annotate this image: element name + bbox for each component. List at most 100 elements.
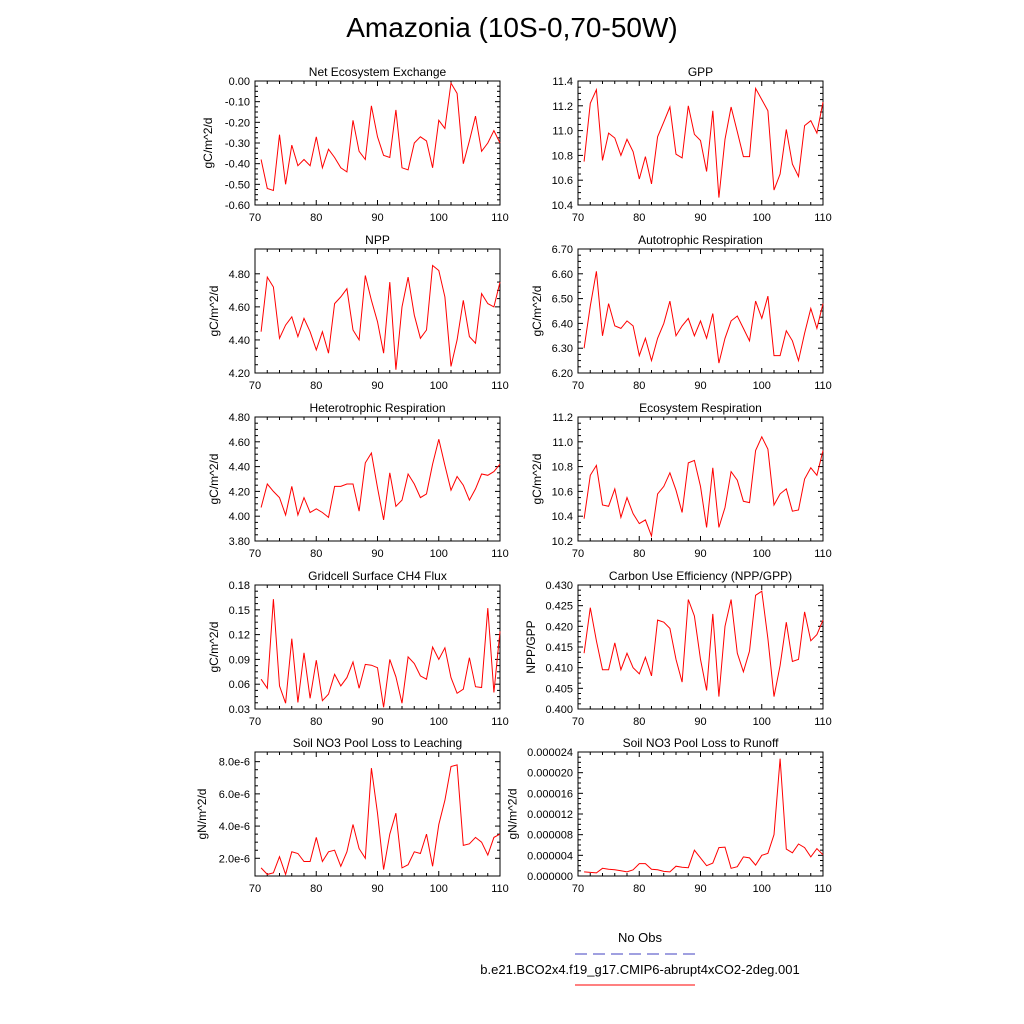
x-tick-label: 80	[310, 212, 322, 224]
x-tick-label: 100	[430, 212, 448, 224]
y-tick-label: -0.10	[225, 97, 250, 109]
y-tick-label: 0.400	[545, 704, 573, 716]
x-tick-label: 90	[371, 212, 383, 224]
y-tick-label: 0.000000	[527, 871, 573, 883]
y-tick-label: 4.60	[229, 302, 250, 314]
y-tick-label: -0.50	[225, 179, 250, 191]
y-axis-label: gC/m^2/d	[530, 454, 544, 505]
x-tick-label: 110	[814, 380, 832, 392]
x-tick-label: 70	[249, 212, 261, 224]
y-tick-label: 6.30	[552, 343, 573, 355]
x-tick-label: 70	[572, 380, 584, 392]
y-tick-label: 0.430	[545, 580, 573, 592]
series-line	[583, 271, 824, 364]
y-tick-label: 10.8	[552, 150, 573, 162]
panel-6: Ecosystem Respiration 70 80 90 100 110 10.2 10.…	[530, 401, 832, 560]
y-tick-label: 0.06	[229, 679, 250, 691]
plot-frame	[577, 248, 824, 374]
x-tick-label: 70	[249, 716, 261, 728]
y-tick-label: 0.425	[545, 601, 573, 613]
plot-frame	[254, 80, 501, 206]
legend-line-model-run	[575, 984, 695, 986]
panel-5: Heterotrophic Respiration 70 80 90 100 110 3.8…	[207, 401, 509, 560]
x-tick-label: 90	[694, 548, 706, 560]
y-tick-label: 10.4	[552, 511, 573, 523]
y-tick-label: 11.4	[552, 76, 573, 88]
panel-3: NPP 70 80 90 100 110 4.20 4.40 4.60 4.80 gC/m^2/d	[207, 233, 509, 392]
series-line	[260, 764, 501, 877]
plot-frame	[577, 584, 824, 710]
y-tick-label: 6.50	[552, 294, 573, 306]
series-line	[260, 264, 501, 370]
x-tick-label: 80	[310, 548, 322, 560]
y-tick-label: 10.4	[552, 200, 573, 212]
panel-title: Autotrophic Respiration	[638, 233, 763, 247]
y-axis-label: gC/m^2/d	[207, 286, 221, 337]
panel-title: Heterotrophic Respiration	[309, 401, 445, 415]
y-tick-label: 4.0e-6	[219, 821, 250, 833]
panel-title: Gridcell Surface CH4 Flux	[308, 569, 447, 583]
y-tick-label: 4.20	[229, 486, 250, 498]
x-tick-label: 90	[371, 548, 383, 560]
x-tick-label: 100	[430, 548, 448, 560]
x-tick-label: 100	[753, 212, 771, 224]
x-tick-label: 70	[249, 883, 261, 895]
x-tick-label: 100	[430, 883, 448, 895]
y-tick-label: 10.6	[552, 175, 573, 187]
y-tick-label: 4.80	[229, 412, 250, 424]
y-tick-label: 0.000024	[527, 747, 573, 759]
x-tick-label: 110	[814, 716, 832, 728]
x-tick-label: 90	[694, 883, 706, 895]
x-tick-label: 70	[572, 883, 584, 895]
y-tick-label: 3.80	[229, 536, 250, 548]
y-tick-label: 0.420	[545, 621, 573, 633]
x-tick-label: 100	[753, 716, 771, 728]
legend-label-no-obs: No Obs	[617, 930, 663, 945]
y-tick-label: 6.70	[552, 244, 573, 256]
x-tick-label: 80	[633, 716, 645, 728]
y-tick-label: 0.09	[229, 654, 250, 666]
series-line	[583, 590, 824, 697]
y-tick-label: 6.60	[552, 269, 573, 281]
y-tick-label: 0.15	[229, 605, 250, 617]
y-axis-label: gC/m^2/d	[201, 118, 215, 169]
y-tick-label: -0.30	[225, 138, 250, 150]
y-tick-label: 0.000016	[527, 788, 573, 800]
panel-2: GPP 70 80 90 100 110 10.4 10.6 10.8 11.0 11.2 11.4	[552, 65, 832, 224]
x-tick-label: 80	[633, 380, 645, 392]
y-tick-label: 0.405	[545, 683, 573, 695]
x-tick-label: 80	[633, 548, 645, 560]
x-tick-label: 80	[633, 212, 645, 224]
y-axis-label: gC/m^2/d	[207, 622, 221, 673]
x-tick-label: 110	[814, 548, 832, 560]
series-line	[260, 439, 501, 520]
y-tick-label: 11.2	[552, 412, 573, 424]
plot-frame	[577, 416, 824, 542]
series-line	[584, 758, 824, 874]
y-tick-label: 10.2	[552, 536, 573, 548]
x-tick-label: 100	[753, 883, 771, 895]
page-title: Amazonia (10S-0,70-50W)	[346, 12, 678, 43]
x-tick-label: 70	[572, 716, 584, 728]
y-tick-label: 6.20	[552, 368, 573, 380]
x-tick-label: 100	[753, 548, 771, 560]
panel-title: Carbon Use Efficiency (NPP/GPP)	[609, 569, 792, 583]
x-tick-label: 90	[371, 883, 383, 895]
x-tick-label: 70	[572, 212, 584, 224]
y-tick-label: 8.0e-6	[219, 757, 250, 769]
x-tick-label: 100	[430, 716, 448, 728]
x-tick-label: 90	[371, 380, 383, 392]
panel-7: Gridcell Surface CH4 Flux 70 80 90 100 110 0.0…	[207, 569, 509, 728]
panel-title: GPP	[688, 65, 713, 79]
y-axis-label: gC/m^2/d	[207, 454, 221, 505]
y-tick-label: 0.03	[229, 704, 250, 716]
panel-title: Ecosystem Respiration	[639, 401, 762, 415]
y-tick-label: 10.8	[552, 462, 573, 474]
y-axis-label: gN/m^2/d	[505, 789, 519, 840]
x-tick-label: 110	[814, 883, 832, 895]
x-tick-label: 90	[694, 380, 706, 392]
y-tick-label: 0.000020	[527, 768, 573, 780]
y-tick-label: 10.6	[552, 486, 573, 498]
plot-frame	[254, 584, 501, 710]
